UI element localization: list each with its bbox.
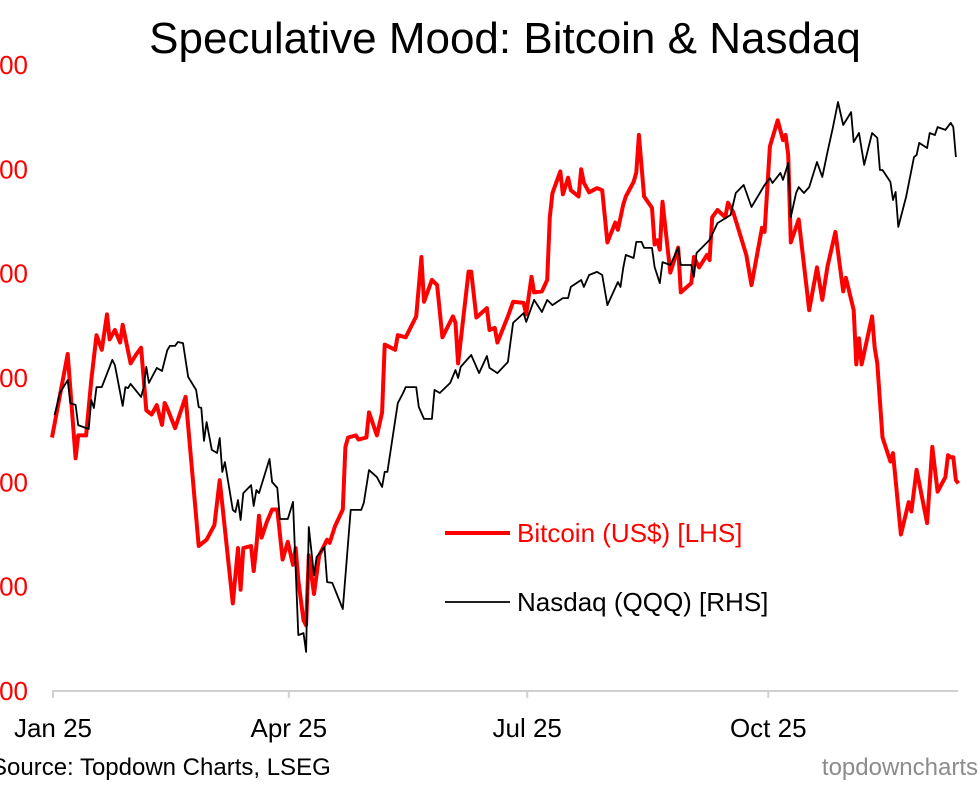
chart-title: Speculative Mood: Bitcoin & Nasdaq	[149, 14, 861, 63]
y-tick-label: 120,000	[0, 154, 28, 184]
x-axis: Jan 25 Apr 25 Jul 25 Oct 25	[14, 691, 807, 743]
source-note: Source: Topdown Charts, LSEG	[0, 754, 331, 781]
plot-area	[50, 101, 961, 653]
legend: Bitcoin (US$) [LHS] Nasdaq (QQQ) [RHS]	[445, 518, 768, 617]
x-tick-label: Jan 25	[14, 713, 92, 743]
y-tick-label: 130,000	[0, 50, 28, 80]
series-line-bitcoin	[50, 118, 961, 628]
series-line-nasdaq	[53, 101, 957, 653]
x-tick-label: Jul 25	[493, 713, 562, 743]
legend-label-nasdaq: Nasdaq (QQQ) [RHS]	[517, 587, 768, 617]
watermark-brand: topdowncharts	[822, 754, 978, 781]
y-tick-label: 70,000	[0, 676, 28, 706]
x-tick-label: Apr 25	[250, 713, 327, 743]
y-tick-label: 110,000	[0, 259, 28, 289]
y-tick-label: 90,000	[0, 467, 28, 497]
legend-label-bitcoin: Bitcoin (US$) [LHS]	[517, 518, 742, 548]
y-axis-left: 70,000 80,000 90,000 100,000 110,000 120,000 1…	[0, 50, 28, 706]
y-tick-label: 100,000	[0, 363, 28, 393]
x-tick-label: Oct 25	[730, 713, 807, 743]
y-tick-label: 80,000	[0, 572, 28, 602]
